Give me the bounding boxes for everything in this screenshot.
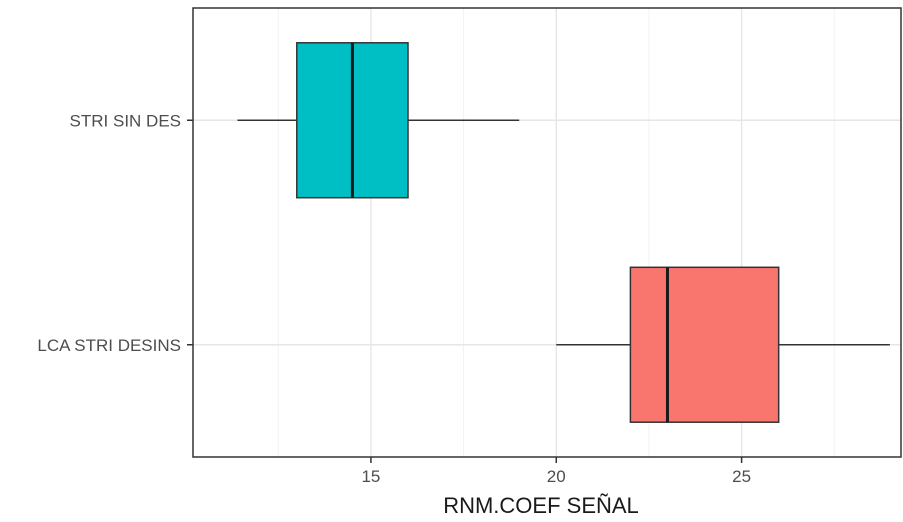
box-layer [237, 42, 890, 423]
y-axis: STRI SIN DES LCA STRI DESINS [37, 111, 193, 355]
x-axis: 15 20 25 [361, 457, 751, 486]
x-axis-title: RNM.COEF SEÑAL [443, 493, 639, 518]
panel-border [192, 7, 902, 458]
x-tick-label: 20 [547, 467, 566, 486]
y-tick-label-lca-stri-desins: LCA STRI DESINS [37, 336, 181, 355]
y-tick-label-stri-sin-des: STRI SIN DES [70, 111, 181, 130]
x-tick-label: 15 [361, 467, 380, 486]
x-tick-label: 25 [732, 467, 751, 486]
box-group [237, 42, 520, 199]
box-group [556, 266, 890, 423]
box-iqr [629, 266, 780, 423]
